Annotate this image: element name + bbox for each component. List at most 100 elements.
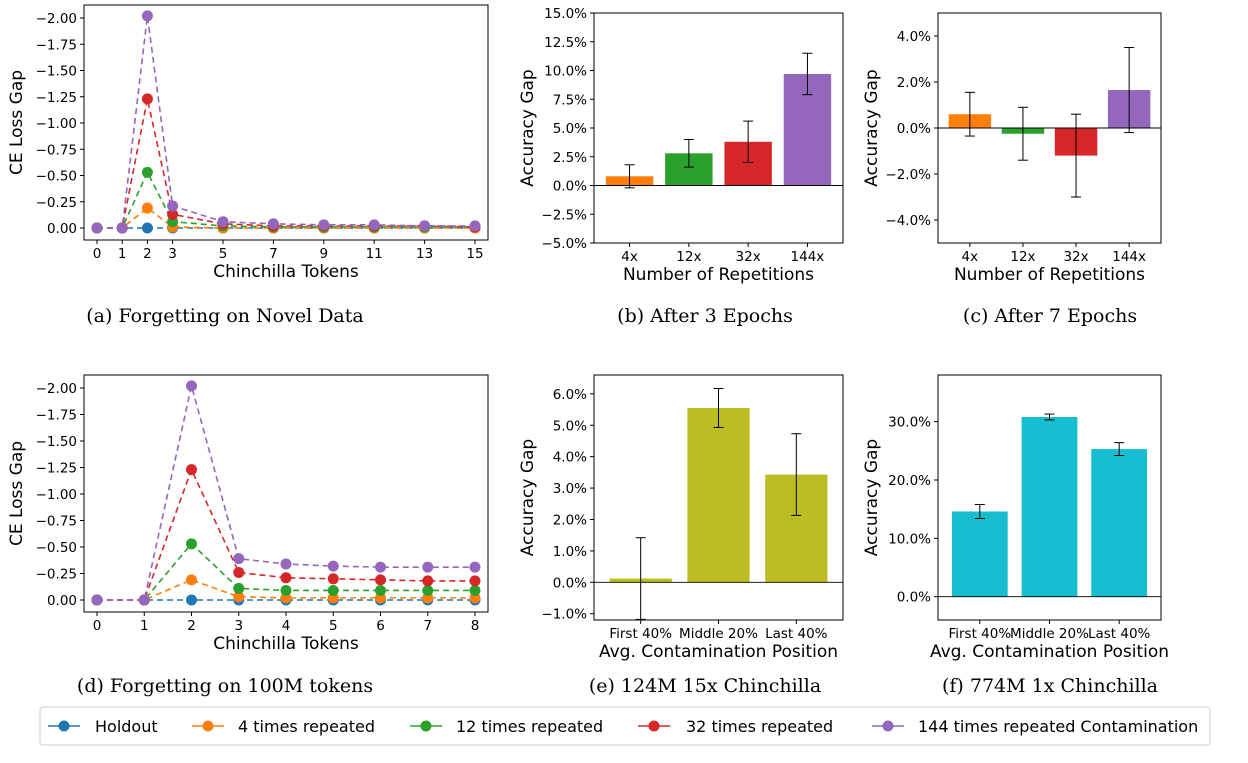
data-point-s3-p2 <box>186 464 197 476</box>
axes-frame <box>937 374 1162 621</box>
y-axis-title: Accuracy Gap <box>862 439 882 556</box>
y-tick-label: −1.75 <box>36 408 77 424</box>
data-point-s3-p2 <box>141 93 153 105</box>
x-tick-label: Middle 20% <box>1010 626 1089 642</box>
data-point-s2-p8 <box>469 584 481 596</box>
legend-frame <box>39 706 1211 746</box>
y-tick-label: 3.0% <box>553 481 587 497</box>
y-tick-label: −1.50 <box>36 64 77 80</box>
y-tick-label: −4.0% <box>885 213 931 229</box>
x-tick-label: First 40% <box>609 626 672 642</box>
data-point-s2-p2 <box>186 538 197 550</box>
legend-entry-4-times: 4 times repeated <box>192 717 375 736</box>
series-line-3 <box>97 98 476 229</box>
x-axis-title: Number of Repetitions <box>954 265 1145 285</box>
y-tick-label: −2.00 <box>36 11 77 27</box>
y-tick-label: −0.50 <box>36 540 77 556</box>
y-axis-title: CE Loss Gap <box>7 70 27 175</box>
legend-label-144-times: 144 times repeated Contamination <box>918 717 1198 736</box>
data-point-s4-p5 <box>267 218 279 230</box>
y-axis-title: CE Loss Gap <box>7 441 27 546</box>
chart-panel-5: First 40%Middle 20% Last 40% 0.0% 10.0% 20.0… <box>862 374 1169 697</box>
x-tick-label: 8 <box>471 618 480 634</box>
y-tick-label: −5.0% <box>541 236 587 252</box>
x-tick-label: Last 40% <box>1088 626 1151 642</box>
legend-marker-32-times <box>648 720 660 732</box>
data-point-s4-p8 <box>469 561 481 573</box>
y-tick-label: 2.0% <box>897 75 931 91</box>
y-tick-label: 0.00 <box>47 593 77 609</box>
data-point-s2-p3 <box>233 582 245 594</box>
x-axis-title: Avg. Contamination Position <box>599 642 838 662</box>
y-tick-label: −0.25 <box>36 195 77 211</box>
data-point-s3-p3 <box>233 566 245 578</box>
legend-label-holdout: Holdout <box>95 717 158 736</box>
y-tick-label: 4.0% <box>553 450 587 466</box>
x-axis-title: Chinchilla Tokens <box>213 634 359 654</box>
y-tick-label: −0.25 <box>36 567 77 583</box>
legend-marker-holdout <box>58 720 70 732</box>
data-point-s4-p6 <box>318 219 330 231</box>
data-point-s1-p3 <box>233 591 245 603</box>
x-tick-label: 144x <box>791 249 825 265</box>
panel-caption: (e) 124M 15x Chinchilla <box>589 675 821 697</box>
y-tick-label: −1.50 <box>36 434 77 450</box>
x-axis-title: Chinchilla Tokens <box>213 262 359 282</box>
y-tick-label: 30.0% <box>888 415 931 431</box>
x-tick-label: 9 <box>320 246 329 262</box>
data-point-s4-p1 <box>138 594 150 606</box>
series-line-1 <box>97 579 475 601</box>
x-tick-label: 4x <box>621 249 638 265</box>
data-point-s1-p2 <box>186 574 197 586</box>
y-tick-label: −1.25 <box>36 461 77 477</box>
data-point-s4-p1 <box>116 222 128 234</box>
data-point-s4-p2 <box>186 380 197 392</box>
x-tick-label: 15 <box>466 246 483 262</box>
figure-panels: 0 1 2 3 5 7 9 11 13 150.00−0.25−0.50−0.75−1.00−1.… <box>7 4 1169 697</box>
series-line-3 <box>97 467 475 601</box>
chart-panel-1: 4x 12x 32x 144x −5.0% −2.5% 0.0% 2.5% 5.0% 7.5% 10… <box>518 6 844 327</box>
y-tick-label: 10.0% <box>544 64 587 80</box>
data-point-s2-p6 <box>375 584 386 596</box>
data-point-s3-p4 <box>280 572 292 584</box>
data-point-s4-p9 <box>469 220 481 232</box>
y-tick-label: 10.0% <box>888 531 931 547</box>
data-point-s0-p2 <box>141 222 153 234</box>
axes-frame <box>83 374 489 613</box>
bar-2 <box>1091 449 1148 597</box>
axes-frame <box>593 374 844 621</box>
y-tick-label: −1.25 <box>36 90 77 106</box>
chart-panel-4: First 40% Middle 20% Last 40% −1.0% 0.0% 1.0%… <box>518 374 844 697</box>
x-tick-label: 12x <box>676 249 701 265</box>
y-tick-label: −0.75 <box>36 142 77 158</box>
bar-0 <box>951 511 1008 597</box>
legend-marker-4-times <box>202 720 214 732</box>
x-tick-label: 2 <box>143 246 152 262</box>
panel-caption: (d) Forgetting on 100M tokens <box>77 675 373 697</box>
legend-marker-12-times <box>420 720 432 732</box>
y-tick-label: 0.0% <box>897 121 931 137</box>
data-point-s4-p3 <box>233 553 245 565</box>
data-point-s4-p5 <box>327 560 339 572</box>
series-line-1 <box>97 207 475 229</box>
y-tick-label: −1.00 <box>36 116 77 132</box>
x-tick-label: 11 <box>366 246 383 262</box>
x-tick-label: 1 <box>140 618 149 634</box>
legend-entry-32-times: 32 times repeated <box>638 717 833 736</box>
y-tick-label: 1.0% <box>553 544 587 560</box>
data-point-s4-p4 <box>280 558 292 570</box>
panel-caption: (c) After 7 Epochs <box>963 305 1137 327</box>
data-point-s4-p0 <box>91 222 103 234</box>
x-tick-label: 3 <box>234 618 243 634</box>
data-point-s2-p4 <box>280 584 292 596</box>
data-point-s4-p2 <box>141 10 153 22</box>
y-tick-label: 15.0% <box>544 6 587 22</box>
x-tick-label: 3 <box>168 246 177 262</box>
x-axis-title: Number of Repetitions <box>623 265 814 285</box>
data-point-s3-p7 <box>422 575 434 587</box>
data-point-s2-p7 <box>422 584 434 596</box>
y-axis-title: Accuracy Gap <box>862 69 882 186</box>
axes-frame <box>83 4 489 241</box>
panel-caption: (f) 774M 1x Chinchilla <box>942 675 1158 697</box>
